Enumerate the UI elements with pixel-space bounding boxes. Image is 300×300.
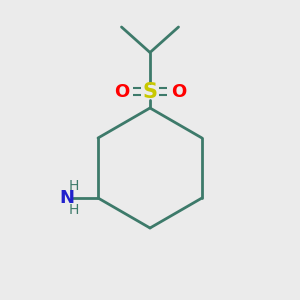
Text: H: H	[69, 203, 79, 217]
Text: S: S	[142, 82, 158, 101]
Text: H: H	[69, 179, 79, 193]
Text: N: N	[59, 189, 74, 207]
Text: O: O	[171, 82, 186, 100]
Text: O: O	[114, 82, 129, 100]
